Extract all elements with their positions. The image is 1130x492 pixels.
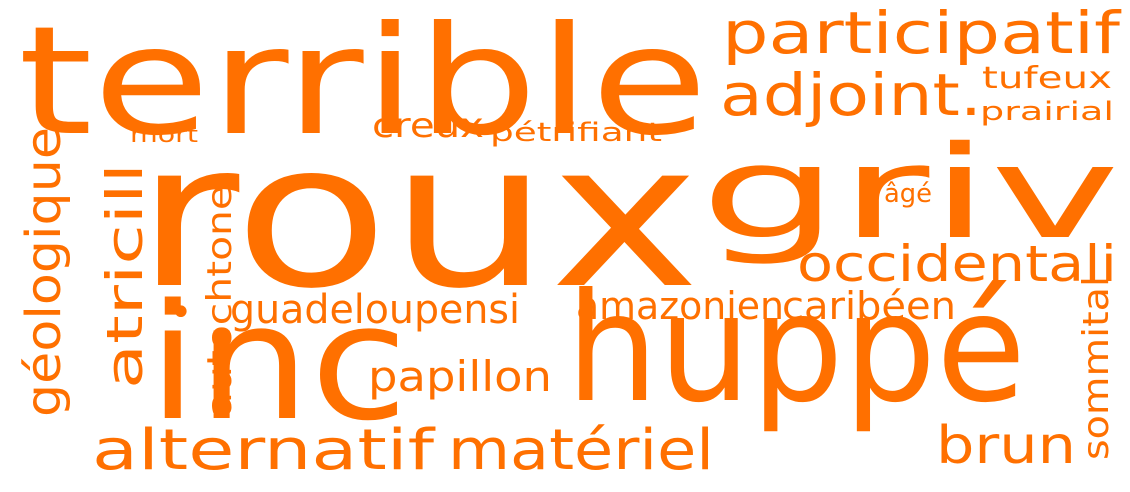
word-papillon: papillon (368, 352, 552, 401)
word-brun: brun (936, 416, 1076, 476)
word-geologique: géologique (16, 127, 72, 417)
word-atricill: atricill (96, 163, 154, 389)
word-tufeux: tufeux (982, 61, 1112, 96)
word-alternatif: alternatif (92, 418, 436, 483)
word-sommital: sommital (1076, 276, 1117, 460)
word-participatif: participatif (722, 0, 1122, 67)
word-materiel: matériel (448, 418, 714, 483)
word-huppe: huppé (566, 262, 1026, 436)
word-age: âgé (884, 179, 932, 209)
